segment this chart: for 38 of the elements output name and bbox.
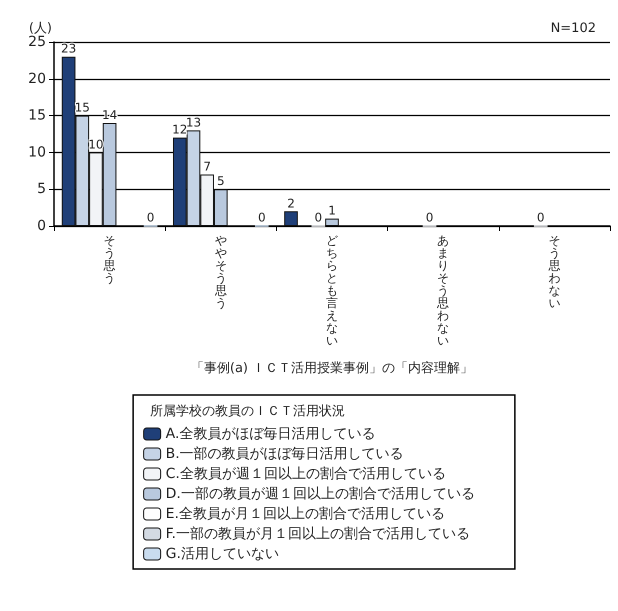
legend-label: C.全教員が週１回以上の割合で活用している	[166, 466, 446, 482]
y-tick-label: 25	[28, 34, 46, 50]
x-tick-label: そう思う	[102, 233, 116, 285]
data-label: 0	[426, 210, 434, 224]
data-label: 10	[88, 137, 104, 152]
x-tick-label: そう思わない	[547, 233, 560, 310]
data-label: 7	[203, 159, 211, 174]
category-label: あまりそう思わない	[437, 233, 450, 348]
data-label: 13	[186, 115, 202, 130]
data-label: 5	[216, 174, 225, 188]
y-axis-title: (人)	[28, 21, 52, 36]
data-label: 0	[536, 210, 545, 224]
text: N=102	[550, 21, 596, 36]
legend-label: B.一部の教員がほぼ毎日活用している	[166, 446, 404, 462]
data-label: 2	[287, 196, 295, 210]
legend-label: F.一部の教員が月１回以上の割合で活用している	[166, 526, 470, 542]
bar	[325, 218, 339, 226]
legend-title: 所属学校の教員のＩＣＴ活用状況	[150, 404, 345, 419]
x-tick-label: ややそう思う	[214, 233, 227, 310]
y-tick-label: 10	[28, 144, 46, 160]
y-tick-label: 15	[28, 108, 46, 124]
data-label: 0	[146, 210, 154, 224]
legend-label: G.活用していない	[166, 546, 279, 562]
y-tick-label: 20	[28, 70, 46, 87]
legend-label: E.全教員が月１回以上の割合で活用している	[166, 506, 445, 522]
data-label: 0	[314, 210, 322, 224]
legend-label: A.全教員がほぼ毎日活用している	[166, 426, 376, 442]
data-label: 23	[60, 42, 76, 56]
y-tick-label: 0	[37, 218, 46, 234]
data-label: 15	[74, 100, 90, 115]
category-label: どちらとも言えない	[326, 233, 338, 348]
bar	[284, 211, 298, 226]
y-tick-label: 5	[37, 181, 46, 198]
data-label: 12	[172, 122, 188, 137]
data-label: 0	[258, 210, 266, 224]
legend-label: D.一部の教員が週１回以上の割合で活用している	[166, 486, 475, 502]
data-label: 1	[328, 204, 336, 218]
x-axis-title: 「事例(a) ＩＣＴ活用授業事例」の「内容理解」	[190, 360, 474, 376]
